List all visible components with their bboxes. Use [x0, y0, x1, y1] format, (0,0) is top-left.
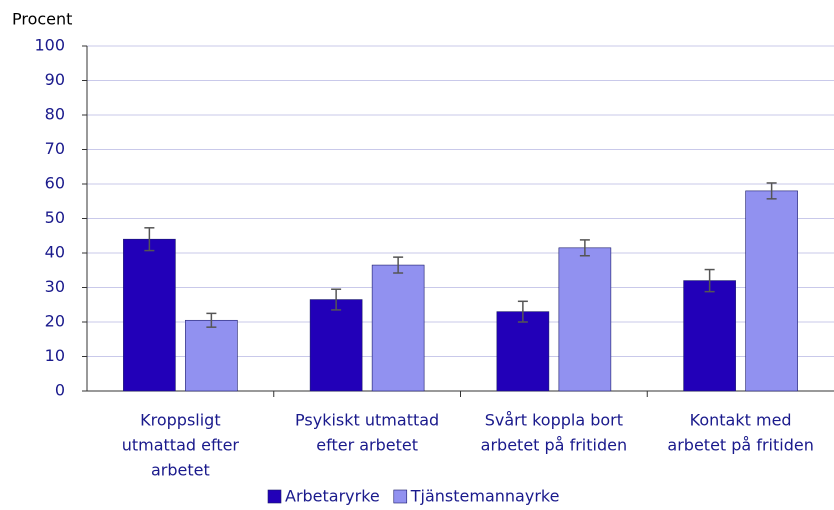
- error-bar: [579, 239, 590, 257]
- x-tick-label: Svårt koppla bort: [485, 411, 623, 430]
- x-tick-label: arbetet: [151, 461, 210, 480]
- y-tick-label: 30: [45, 277, 65, 296]
- y-tick-label: 10: [45, 346, 65, 365]
- legend-swatch: [393, 489, 408, 504]
- y-tick-label: 20: [45, 312, 65, 331]
- error-bar: [766, 182, 777, 200]
- y-tick-label: 70: [45, 139, 65, 158]
- x-tick-label: efter arbetet: [316, 436, 418, 455]
- x-tick-label: utmattad efter: [122, 436, 240, 455]
- bar: [185, 319, 238, 392]
- y-axis-label: Procent: [12, 10, 72, 29]
- x-tick-label: Psykiskt utmattad: [295, 411, 439, 430]
- error-bar: [393, 256, 404, 274]
- x-tick-label: arbetet på fritiden: [481, 436, 627, 455]
- legend-label: Tjänstemannayrke: [410, 487, 560, 506]
- bar: [683, 280, 736, 392]
- x-tick-label: Kontakt med: [690, 411, 792, 430]
- bar: [123, 238, 176, 392]
- bar: [745, 190, 798, 392]
- y-tick-label: 60: [45, 174, 65, 193]
- legend-label: Arbetaryrke: [285, 487, 380, 506]
- y-tick-label: 40: [45, 243, 65, 262]
- x-tick-label: Kroppsligt: [140, 411, 220, 430]
- x-tick-label: arbetet på fritiden: [667, 436, 813, 455]
- y-tick-label: 50: [45, 208, 65, 227]
- y-tick-label: 80: [45, 105, 65, 124]
- error-bar: [704, 268, 715, 293]
- y-tick-label: 100: [34, 36, 65, 55]
- error-bar: [206, 312, 217, 328]
- error-bar: [144, 227, 155, 252]
- legend-swatch: [267, 489, 282, 504]
- bar: [309, 299, 363, 392]
- bar: [371, 264, 425, 392]
- y-tick-label: 0: [55, 381, 65, 400]
- error-bar: [331, 288, 342, 311]
- y-tick-label: 90: [45, 70, 65, 89]
- bar: [558, 247, 612, 392]
- error-bar: [517, 300, 528, 323]
- bar: [496, 311, 550, 392]
